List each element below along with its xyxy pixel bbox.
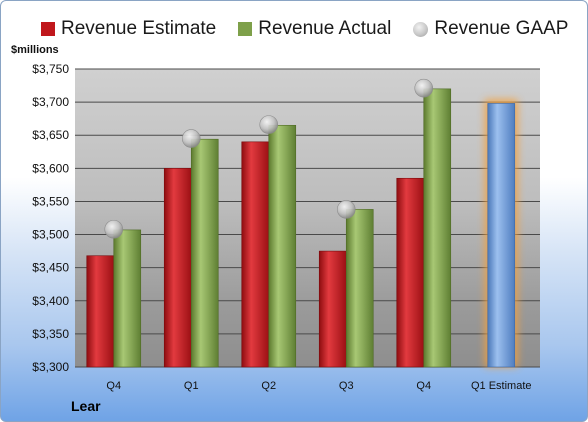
gaap-marker <box>259 115 279 134</box>
bar-estimate <box>241 141 270 368</box>
legend-swatch-estimate <box>41 22 55 36</box>
y-tick-label: $3,650 <box>32 128 69 142</box>
y-tick-label: $3,350 <box>32 327 69 341</box>
bar-estimate <box>396 177 425 368</box>
legend-label-estimate: Revenue Estimate <box>61 18 217 39</box>
y-tick-label: $3,500 <box>32 228 69 242</box>
y-axis-unit-label: $millions <box>11 44 59 56</box>
y-tick-label: $3,700 <box>32 95 69 109</box>
y-axis-tick-labels: $3,300 $3,350 $3,400 $3,450 $3,500 $3,550 $3,6… <box>32 62 69 374</box>
company-name: Lear <box>71 398 101 414</box>
bar-actual <box>113 229 142 368</box>
bar-estimate <box>86 255 115 368</box>
x-tick-label: Q1 Estimate <box>471 380 532 392</box>
gridlines <box>75 68 540 368</box>
gaap-markers <box>104 78 434 239</box>
x-tick-label: Q3 <box>339 380 354 392</box>
legend-label-actual: Revenue Actual <box>258 18 392 39</box>
gaap-marker <box>336 200 356 219</box>
bar-actual <box>345 209 374 368</box>
gaap-marker <box>104 219 124 239</box>
bars <box>86 88 518 368</box>
legend-item-actual: Revenue Actual <box>238 18 391 40</box>
gaap-marker <box>414 78 434 98</box>
x-tick-label: Q1 <box>184 380 199 392</box>
bar-actual <box>268 124 297 368</box>
x-tick-label: Q2 <box>261 380 276 392</box>
legend-item-estimate: Revenue Estimate <box>41 18 216 40</box>
x-axis-tick-labels: Q4 Q1 Q2 Q3 Q4 Q1 Estimate <box>106 380 531 392</box>
bar-actual <box>190 138 219 368</box>
x-tick-label: Q4 <box>106 380 121 392</box>
legend-item-gaap: Revenue GAAP <box>413 18 568 40</box>
legend-label-gaap: Revenue GAAP <box>434 18 569 39</box>
gaap-marker <box>181 129 201 148</box>
bar-forecast <box>487 103 516 368</box>
y-tick-label: $3,600 <box>32 161 69 175</box>
bar-estimate <box>163 168 192 368</box>
y-tick-label: $3,550 <box>32 194 69 208</box>
y-tick-label: $3,450 <box>32 261 69 275</box>
legend-marker-gaap <box>413 21 429 37</box>
legend: Revenue Estimate Revenue Actual Revenue … <box>41 15 568 43</box>
y-tick-label: $3,400 <box>32 294 69 308</box>
legend-swatch-actual <box>238 22 253 36</box>
bar-actual <box>423 88 452 368</box>
x-tick-label: Q4 <box>416 380 431 392</box>
bar-estimate <box>318 250 347 368</box>
y-tick-label: $3,750 <box>32 62 69 76</box>
plot-area <box>75 69 540 367</box>
y-tick-label: $3,300 <box>32 360 69 374</box>
